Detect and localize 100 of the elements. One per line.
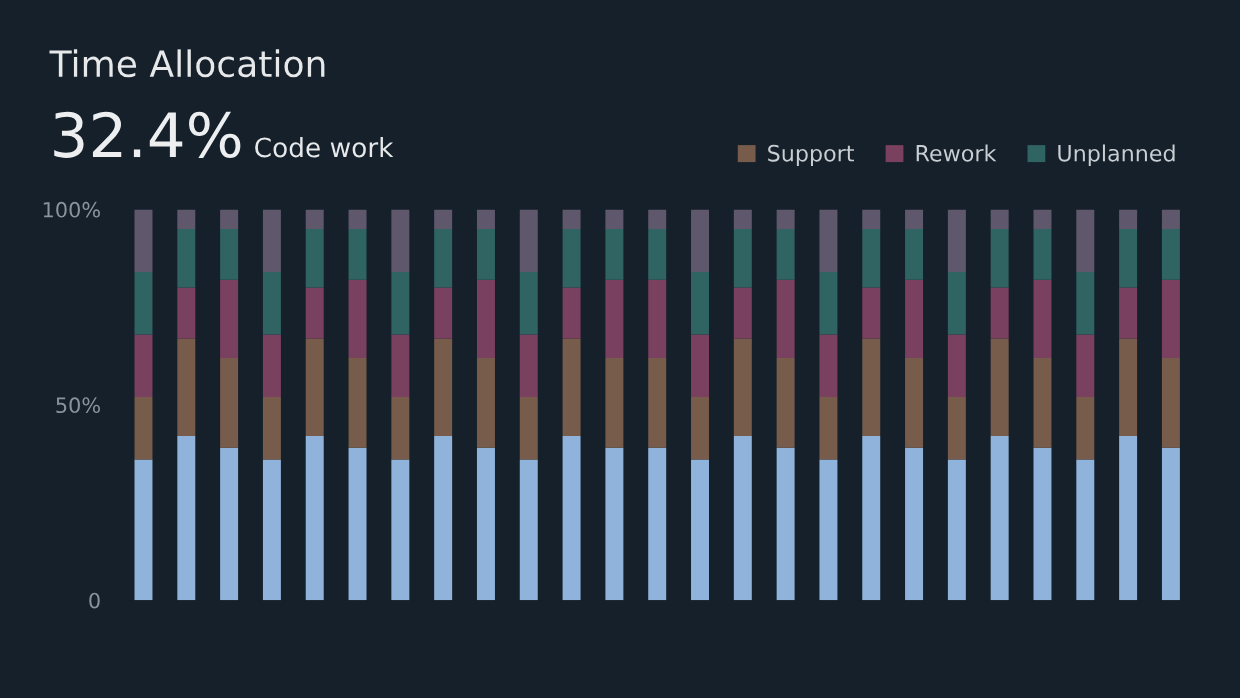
bar: [177, 436, 196, 601]
bar: [177, 338, 196, 437]
bar: [605, 447, 624, 601]
bar: [1033, 447, 1052, 601]
bar: [262, 209, 281, 272]
bar: [177, 209, 196, 229]
bar: [776, 228, 795, 280]
bar: [476, 279, 495, 358]
bar: [1076, 459, 1095, 601]
bar: [862, 228, 881, 288]
bar: [905, 279, 924, 358]
bar: [1161, 279, 1180, 358]
bar: [990, 436, 1009, 601]
bar: [1119, 228, 1138, 288]
bar: [391, 209, 410, 272]
bar: [391, 334, 410, 398]
bar: [391, 459, 410, 601]
legend-label: Support: [768, 144, 854, 166]
legend-label: Rework: [916, 144, 997, 162]
bar: [1119, 287, 1138, 339]
bar: [691, 334, 709, 398]
bar: [519, 209, 538, 272]
bar: [1033, 357, 1052, 448]
chart-subtitle: 32.4% Code work: [54, 111, 394, 158]
bar: [990, 209, 1009, 229]
bar: [819, 459, 838, 601]
bar: [262, 459, 281, 601]
bar: [947, 334, 966, 398]
bar: [519, 271, 538, 335]
bar: [1161, 228, 1180, 280]
bar: [1161, 209, 1180, 229]
bar: [947, 397, 966, 460]
bar: [562, 287, 581, 339]
bar: [434, 209, 453, 229]
bar: [776, 279, 795, 358]
bar: [648, 209, 667, 229]
bar: [305, 287, 324, 339]
bar: [862, 209, 881, 229]
bar: [177, 228, 196, 288]
bar: [862, 287, 881, 339]
bar: [476, 209, 495, 229]
bar: [305, 209, 324, 229]
bar: [691, 397, 709, 460]
bar: [605, 357, 624, 448]
bar: [562, 228, 581, 288]
bar: [862, 338, 881, 437]
bar: [305, 436, 324, 601]
bar: [1033, 228, 1052, 280]
bar: [134, 459, 153, 601]
bar: [776, 357, 795, 448]
bar: [1076, 271, 1095, 335]
bar: [220, 279, 239, 358]
bar: [648, 447, 667, 601]
bar: [262, 397, 281, 460]
bar: [562, 338, 581, 437]
bar: [990, 228, 1009, 288]
bar: [691, 209, 709, 272]
bar: [562, 209, 581, 229]
bar: [1076, 209, 1095, 272]
bar: [862, 436, 881, 601]
bar: [990, 338, 1009, 437]
bar: [348, 228, 367, 280]
bar: [648, 228, 667, 280]
bar: [819, 209, 838, 272]
bar: [220, 209, 239, 229]
bar: [947, 271, 966, 335]
bar: [562, 436, 581, 601]
bar: [434, 338, 453, 437]
bar: [1033, 279, 1052, 358]
bar: [476, 228, 495, 280]
bar: [691, 271, 709, 335]
bar: [305, 338, 324, 437]
bar: [1119, 338, 1138, 437]
bar: [990, 287, 1009, 339]
bar: [947, 459, 966, 601]
bar: [348, 447, 367, 601]
bar: [134, 209, 153, 272]
bar: [1119, 209, 1138, 229]
bar: [776, 209, 795, 229]
bar: [391, 271, 410, 335]
bar: [519, 334, 538, 398]
bar: [733, 338, 752, 437]
bar: [1033, 209, 1052, 229]
chart-title: Time Allocation: [49, 49, 325, 78]
bar: [220, 447, 239, 601]
bar: [733, 436, 752, 601]
bar: [648, 357, 667, 448]
bar: [348, 279, 367, 358]
bar: [819, 271, 838, 335]
bar: [733, 228, 752, 288]
bar: [947, 209, 966, 272]
bar: [1076, 397, 1095, 460]
bar: [134, 334, 153, 398]
bar: [434, 287, 453, 339]
bar: [1161, 447, 1180, 601]
bar: [134, 271, 153, 335]
bar: [476, 447, 495, 601]
bar: [648, 279, 667, 358]
bar: [391, 397, 410, 460]
bar: [1076, 334, 1095, 398]
